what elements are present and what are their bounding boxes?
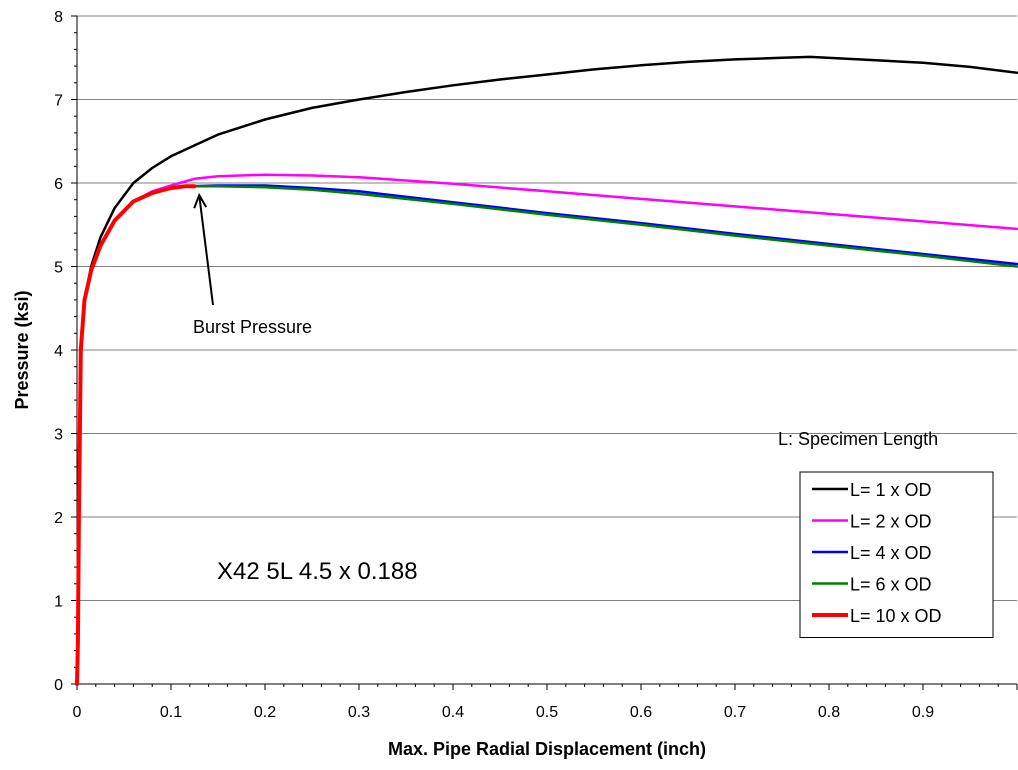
y-tick-label: 8 [54, 9, 63, 26]
legend-title: L: Specimen Length [778, 429, 938, 449]
burst-pressure-label: Burst Pressure [193, 317, 312, 337]
legend-label: L= 6 x OD [850, 575, 932, 595]
legend-label: L= 1 x OD [850, 480, 932, 500]
y-tick-label: 6 [54, 176, 63, 193]
series-lines [75, 55, 1018, 686]
x-tick-label: 0.9 [912, 704, 934, 721]
x-tick-label: 0.3 [348, 704, 370, 721]
y-tick-label: 2 [54, 510, 63, 527]
x-tick-label: 0.8 [818, 704, 840, 721]
y-tick-label: 1 [54, 594, 63, 611]
series-line-l-10-x-od [75, 184, 197, 686]
x-tick-label: 0.6 [630, 704, 652, 721]
specimen-label: X42 5L 4.5 x 0.188 [217, 558, 418, 585]
annotations: Burst Pressure X42 5L 4.5 x 0.188 [193, 192, 418, 585]
y-tick-label: 5 [54, 260, 63, 277]
y-tick-label: 3 [54, 427, 63, 444]
y-axis-title: Pressure (ksi) [12, 290, 32, 409]
x-tick-label: 0 [73, 704, 82, 721]
x-axis-title: Max. Pipe Radial Displacement (inch) [388, 739, 706, 759]
axes: 0 1 2 3 4 5 6 7 8 0 0.1 0.2 0.3 0.4 0.5 0.6 0.7 0.8 0.9 [54, 9, 1018, 721]
x-tick-label: 0.7 [724, 704, 746, 721]
x-tick-label: 0.1 [160, 704, 182, 721]
burst-pressure-arrowhead [193, 192, 208, 209]
gridlines [77, 15, 1017, 601]
burst-pressure-arrow [198, 195, 214, 306]
x-tick-label: 0.4 [442, 704, 464, 721]
legend-box [799, 471, 994, 638]
y-tick-label: 4 [54, 343, 63, 360]
y-tick-label: 0 [54, 677, 63, 694]
y-tick-label: 7 [54, 93, 63, 110]
legend: L= 1 x OD L= 2 x OD L= 4 x OD L= 6 x OD L= 1… [799, 471, 994, 638]
x-tick-label: 0.5 [536, 704, 558, 721]
legend-label: L= 4 x OD [850, 543, 932, 563]
legend-label: L= 10 x OD [850, 606, 942, 626]
x-tick-label: 0.2 [254, 704, 276, 721]
legend-label: L= 2 x OD [850, 512, 932, 532]
